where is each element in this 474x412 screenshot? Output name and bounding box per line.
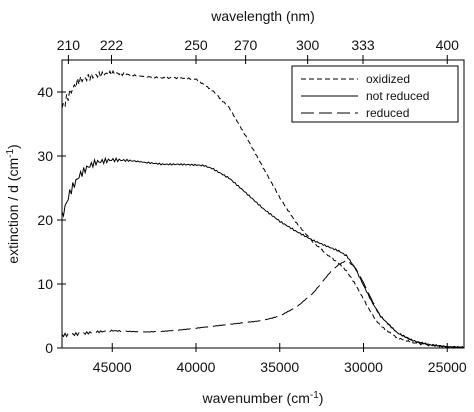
y-tick-label: 20 [37, 212, 53, 228]
y-axis-title: extinction / d (cm-1) [5, 144, 22, 263]
top-tick-label: 300 [296, 37, 320, 53]
x-axis-title: wavenumber (cm-1) [202, 390, 324, 407]
series-not-reduced [61, 156, 465, 349]
legend-label-oxidized: oxidized [366, 72, 410, 86]
axes-ticks: 45000 40000 35000 30000 25000 0 10 20 30 40 210 222… [37, 37, 467, 375]
top-tick-label: 210 [57, 37, 81, 53]
legend-label-reduced: reduced [366, 106, 409, 120]
top-tick-label: 333 [351, 37, 375, 53]
top-tick-label: 270 [234, 37, 258, 53]
top-tick-label: 250 [184, 37, 208, 53]
top-tick-label: 222 [100, 37, 124, 53]
plot-frame [61, 59, 465, 349]
y-tick-label: 0 [45, 340, 53, 356]
top-axis-title: wavelength (nm) [210, 8, 315, 24]
legend-label-not-reduced: not reduced [366, 89, 429, 103]
y-tick-label: 40 [37, 84, 53, 100]
x-tick-label: 35000 [260, 359, 299, 375]
series-oxidized [61, 69, 465, 349]
x-tick-label: 30000 [344, 359, 383, 375]
x-tick-label: 25000 [428, 359, 467, 375]
y-tick-label: 30 [37, 148, 53, 164]
y-tick-label: 10 [37, 276, 53, 292]
top-tick-label: 400 [436, 37, 460, 53]
series-layer [61, 69, 465, 349]
series-reduced [61, 259, 465, 349]
x-tick-label: 40000 [177, 359, 216, 375]
legend: oxidized not reduced reduced [291, 65, 459, 123]
x-tick-label: 45000 [93, 359, 132, 375]
